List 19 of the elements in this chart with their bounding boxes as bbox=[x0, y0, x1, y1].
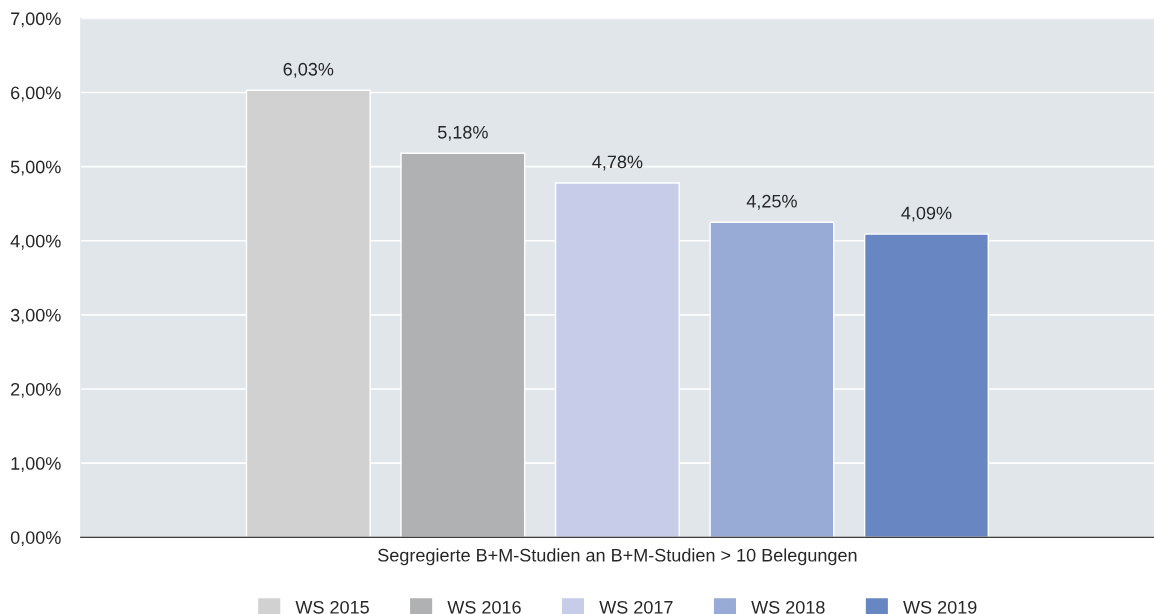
y-tick-label: 6,00% bbox=[11, 86, 61, 102]
data-label: 5,18% bbox=[437, 125, 488, 141]
legend-label: WS 2017 bbox=[599, 600, 673, 614]
y-tick-label: 4,00% bbox=[10, 234, 61, 250]
y-tick-label: 5,00% bbox=[10, 160, 61, 176]
legend-label: WS 2018 bbox=[751, 600, 825, 614]
legend-label: WS 2019 bbox=[903, 600, 977, 614]
data-label: 4,78% bbox=[592, 155, 643, 171]
data-label: 4,09% bbox=[901, 206, 952, 222]
y-tick-label: 2,00% bbox=[11, 382, 61, 398]
legend-label: WS 2016 bbox=[447, 600, 521, 614]
y-tick-label: 3,00% bbox=[10, 308, 61, 324]
x-tick-label: Segregierte B+M-Studien an B+M-Studien > 10 Belegungen bbox=[378, 548, 857, 566]
data-label: 6,03% bbox=[283, 62, 334, 78]
y-tick-label: 1,00% bbox=[11, 457, 61, 472]
data-label: 4,25% bbox=[746, 194, 797, 210]
y-tick-label: 7,00% bbox=[11, 12, 61, 28]
y-tick-label: 0,00% bbox=[10, 531, 61, 547]
legend-label: WS 2015 bbox=[295, 600, 369, 614]
